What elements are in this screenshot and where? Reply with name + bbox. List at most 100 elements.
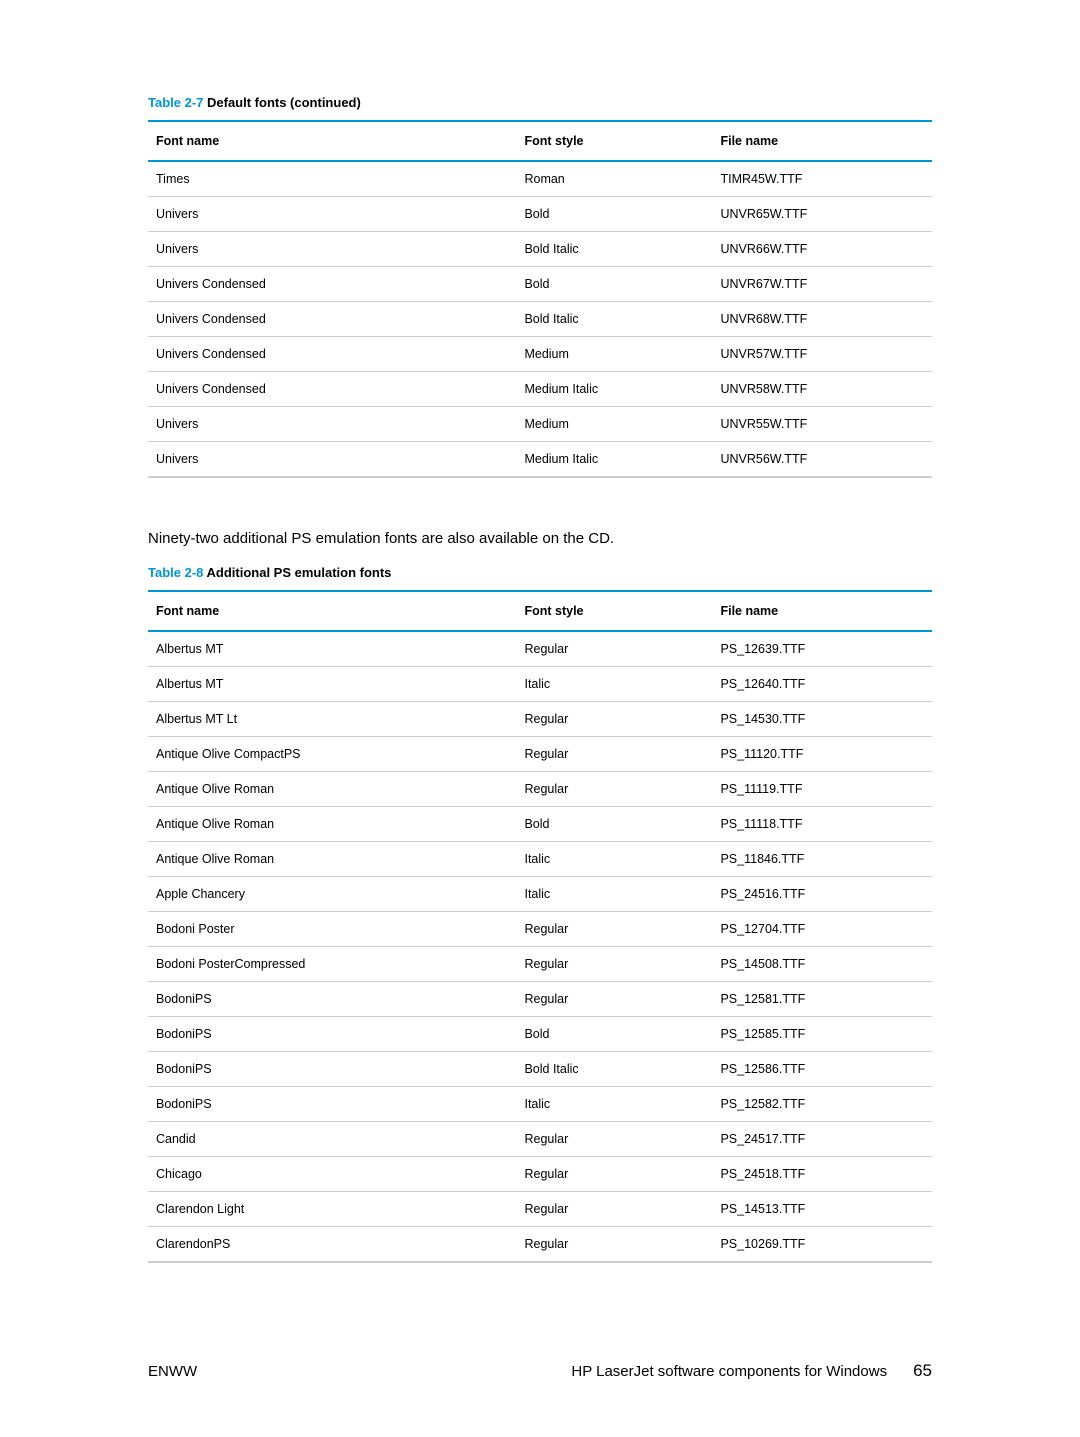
table-cell: Univers <box>148 197 516 232</box>
table-cell: Antique Olive Roman <box>148 842 516 877</box>
table-row: Univers CondensedBold ItalicUNVR68W.TTF <box>148 302 932 337</box>
col-header-fontname: Font name <box>148 591 516 631</box>
table-row: Antique Olive RomanRegularPS_11119.TTF <box>148 772 932 807</box>
table-cell: UNVR57W.TTF <box>712 337 932 372</box>
table-cell: PS_24518.TTF <box>712 1157 932 1192</box>
table-row: Bodoni PosterCompressedRegularPS_14508.T… <box>148 947 932 982</box>
table-cell: PS_24516.TTF <box>712 877 932 912</box>
table-cell: PS_14513.TTF <box>712 1192 932 1227</box>
interstitial-text: Ninety-two additional PS emulation fonts… <box>148 530 932 547</box>
table-cell: UNVR66W.TTF <box>712 232 932 267</box>
table-cell: Univers <box>148 442 516 478</box>
table-cell: Italic <box>516 877 712 912</box>
table-row: Antique Olive CompactPSRegularPS_11120.T… <box>148 737 932 772</box>
col-header-fontstyle: Font style <box>516 591 712 631</box>
table-cell: PS_12639.TTF <box>712 631 932 667</box>
table-cell: Regular <box>516 912 712 947</box>
table-cell: PS_10269.TTF <box>712 1227 932 1263</box>
table-row: UniversBoldUNVR65W.TTF <box>148 197 932 232</box>
table-cell: PS_14508.TTF <box>712 947 932 982</box>
table-caption-1: Table 2-7 Default fonts (continued) <box>148 95 932 110</box>
table-cell: Bold Italic <box>516 1052 712 1087</box>
table-cell: UNVR68W.TTF <box>712 302 932 337</box>
table-row: Univers CondensedMediumUNVR57W.TTF <box>148 337 932 372</box>
table-cell: Italic <box>516 667 712 702</box>
table-cell: Bold <box>516 807 712 842</box>
table-caption-2: Table 2-8 Additional PS emulation fonts <box>148 565 932 580</box>
footer-right-text: HP LaserJet software components for Wind… <box>571 1363 887 1380</box>
table-row: Antique Olive RomanItalicPS_11846.TTF <box>148 842 932 877</box>
table-cell: Albertus MT <box>148 667 516 702</box>
table-cell: TIMR45W.TTF <box>712 161 932 197</box>
table-cell: Albertus MT <box>148 631 516 667</box>
table-row: ChicagoRegularPS_24518.TTF <box>148 1157 932 1192</box>
table-row: Albertus MT LtRegularPS_14530.TTF <box>148 702 932 737</box>
table-cell: PS_11118.TTF <box>712 807 932 842</box>
table-cell: Bold <box>516 197 712 232</box>
col-header-fontstyle: Font style <box>516 121 712 161</box>
table-cell: Univers <box>148 232 516 267</box>
table-cell: Univers <box>148 407 516 442</box>
table-title-2: Additional PS emulation fonts <box>203 565 391 580</box>
table-row: BodoniPSItalicPS_12582.TTF <box>148 1087 932 1122</box>
table-cell: Medium Italic <box>516 442 712 478</box>
table-cell: BodoniPS <box>148 1052 516 1087</box>
table-row: TimesRomanTIMR45W.TTF <box>148 161 932 197</box>
table-cell: Medium Italic <box>516 372 712 407</box>
table-row: Albertus MTItalicPS_12640.TTF <box>148 667 932 702</box>
table-row: Apple ChanceryItalicPS_24516.TTF <box>148 877 932 912</box>
table-cell: Regular <box>516 1192 712 1227</box>
table-cell: PS_12640.TTF <box>712 667 932 702</box>
table-number-1: Table 2-7 <box>148 95 203 110</box>
table-cell: UNVR58W.TTF <box>712 372 932 407</box>
table-cell: PS_12586.TTF <box>712 1052 932 1087</box>
table-cell: Univers Condensed <box>148 337 516 372</box>
table-cell: Regular <box>516 702 712 737</box>
table-cell: BodoniPS <box>148 982 516 1017</box>
col-header-filename: File name <box>712 121 932 161</box>
table-row: Albertus MTRegularPS_12639.TTF <box>148 631 932 667</box>
table-cell: PS_11119.TTF <box>712 772 932 807</box>
table-cell: UNVR55W.TTF <box>712 407 932 442</box>
col-header-filename: File name <box>712 591 932 631</box>
table-cell: Univers Condensed <box>148 372 516 407</box>
table-cell: UNVR67W.TTF <box>712 267 932 302</box>
table-cell: PS_11846.TTF <box>712 842 932 877</box>
table-cell: ClarendonPS <box>148 1227 516 1263</box>
table-cell: Medium <box>516 407 712 442</box>
page-number: 65 <box>913 1361 932 1381</box>
table-cell: Apple Chancery <box>148 877 516 912</box>
table-cell: Bodoni Poster <box>148 912 516 947</box>
table-cell: Medium <box>516 337 712 372</box>
table-cell: Bold <box>516 267 712 302</box>
default-fonts-table: Font name Font style File name TimesRoma… <box>148 120 932 478</box>
table-number-2: Table 2-8 <box>148 565 203 580</box>
table-cell: Bold Italic <box>516 232 712 267</box>
table-cell: Regular <box>516 947 712 982</box>
table-cell: PS_24517.TTF <box>712 1122 932 1157</box>
table-cell: Antique Olive Roman <box>148 807 516 842</box>
table-cell: Regular <box>516 1122 712 1157</box>
table-cell: Bold <box>516 1017 712 1052</box>
table-cell: Regular <box>516 772 712 807</box>
table-cell: PS_12582.TTF <box>712 1087 932 1122</box>
table-cell: PS_12581.TTF <box>712 982 932 1017</box>
table-row: Bodoni PosterRegularPS_12704.TTF <box>148 912 932 947</box>
col-header-fontname: Font name <box>148 121 516 161</box>
table-cell: PS_12704.TTF <box>712 912 932 947</box>
table-cell: BodoniPS <box>148 1017 516 1052</box>
table-title-1: Default fonts (continued) <box>203 95 360 110</box>
table-row: CandidRegularPS_24517.TTF <box>148 1122 932 1157</box>
table-cell: PS_12585.TTF <box>712 1017 932 1052</box>
table-row: UniversMediumUNVR55W.TTF <box>148 407 932 442</box>
table-row: UniversBold ItalicUNVR66W.TTF <box>148 232 932 267</box>
table-row: BodoniPSBoldPS_12585.TTF <box>148 1017 932 1052</box>
table-cell: Regular <box>516 982 712 1017</box>
table-cell: Italic <box>516 842 712 877</box>
table-cell: Antique Olive Roman <box>148 772 516 807</box>
table-cell: Regular <box>516 737 712 772</box>
table-row: UniversMedium ItalicUNVR56W.TTF <box>148 442 932 478</box>
table-cell: PS_14530.TTF <box>712 702 932 737</box>
table-cell: Antique Olive CompactPS <box>148 737 516 772</box>
table-cell: Regular <box>516 631 712 667</box>
